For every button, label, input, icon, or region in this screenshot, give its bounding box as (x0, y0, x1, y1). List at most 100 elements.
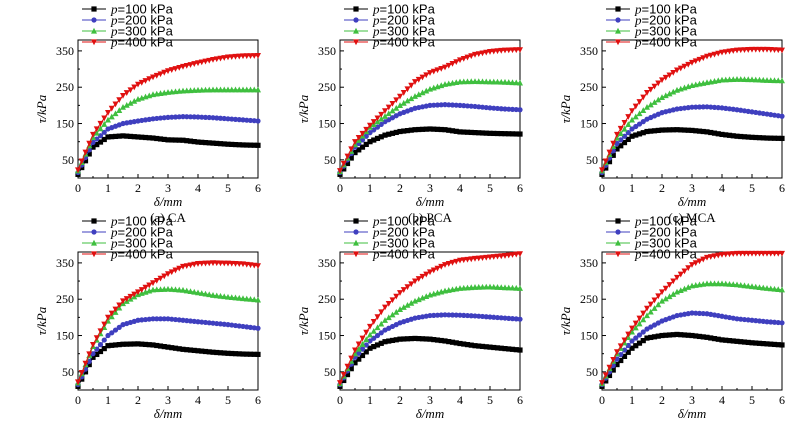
data-point (625, 349, 631, 355)
data-point (494, 314, 501, 321)
data-point (764, 77, 770, 83)
data-point (86, 140, 93, 147)
data-point (678, 332, 684, 338)
data-point (708, 335, 714, 341)
x-tick-label: 0 (75, 181, 81, 195)
data-point (97, 120, 104, 127)
data-point (75, 167, 81, 174)
data-point (476, 130, 482, 136)
series-p-400-kpa (337, 251, 523, 386)
series-p-300-kpa (599, 76, 785, 174)
data-point (659, 77, 665, 84)
data-point (517, 251, 523, 258)
data-point (112, 110, 119, 117)
data-point (621, 125, 628, 132)
data-point (498, 253, 505, 260)
data-point (711, 336, 718, 342)
data-point (255, 53, 261, 59)
x-axis-label: δ/mm (416, 406, 444, 421)
data-point (491, 105, 497, 111)
data-point (94, 136, 100, 142)
data-point (509, 131, 516, 137)
data-point (636, 121, 643, 127)
data-point (483, 78, 490, 85)
data-point (389, 311, 396, 318)
legend-label: p=300 kPa (372, 236, 436, 251)
data-point (693, 104, 699, 110)
data-point (704, 53, 710, 60)
data-point (603, 165, 609, 171)
data-point (663, 332, 669, 338)
legend-label: p=200 kPa (372, 13, 436, 28)
data-point (734, 281, 740, 288)
data-point (120, 92, 126, 99)
data-point (760, 76, 767, 83)
data-point (513, 284, 520, 291)
data-point (644, 335, 650, 341)
data-point (603, 378, 609, 384)
data-point (356, 350, 362, 356)
series-p-300-kpa (75, 86, 261, 174)
data-point (434, 102, 441, 108)
data-point (438, 337, 444, 344)
data-point (752, 283, 759, 290)
data-point (348, 146, 355, 153)
series-p-200-kpa (337, 102, 523, 176)
data-point (176, 317, 182, 323)
data-point (139, 317, 145, 323)
data-point (719, 131, 725, 138)
data-point (94, 141, 100, 148)
data-point (610, 356, 617, 363)
data-point (753, 134, 759, 141)
panel-caption: (f) PSCA (668, 422, 717, 425)
data-point (187, 62, 194, 68)
data-point (655, 80, 662, 87)
data-point (677, 287, 684, 294)
data-point (483, 314, 489, 320)
data-point (127, 99, 134, 106)
legend-label: p=400 kPa (372, 35, 436, 50)
data-point (640, 310, 647, 317)
data-point (461, 129, 467, 135)
data-point (779, 250, 785, 257)
data-point (476, 104, 482, 110)
data-point (221, 55, 228, 61)
data-point (157, 316, 164, 322)
data-point (498, 315, 504, 321)
data-point (431, 102, 437, 108)
data-point (633, 343, 639, 349)
data-point (176, 114, 182, 120)
data-point (472, 78, 478, 84)
data-point (494, 130, 501, 137)
data-point (490, 78, 497, 85)
data-point (400, 304, 407, 310)
data-point (749, 46, 755, 53)
data-point (184, 318, 190, 324)
x-tick-label: 5 (749, 393, 755, 407)
data-point (217, 321, 224, 327)
data-point (775, 319, 781, 326)
data-point (184, 347, 190, 353)
data-point (502, 131, 508, 137)
y-tick-label: 50 (324, 365, 336, 379)
data-point (711, 51, 718, 58)
data-point (382, 339, 388, 345)
data-point (82, 360, 89, 367)
data-point (176, 265, 183, 272)
data-point (356, 356, 362, 362)
data-point (116, 324, 122, 330)
data-point (681, 332, 688, 338)
data-point (677, 271, 684, 278)
legend-marker (353, 218, 359, 224)
data-point (711, 253, 718, 260)
data-point (157, 136, 164, 142)
data-point (86, 358, 92, 365)
data-point (756, 318, 763, 324)
data-point (82, 369, 89, 375)
data-point (400, 90, 407, 96)
data-point (385, 300, 392, 307)
data-point (457, 312, 463, 318)
data-point (359, 346, 366, 352)
series-p-200-kpa (75, 316, 261, 388)
